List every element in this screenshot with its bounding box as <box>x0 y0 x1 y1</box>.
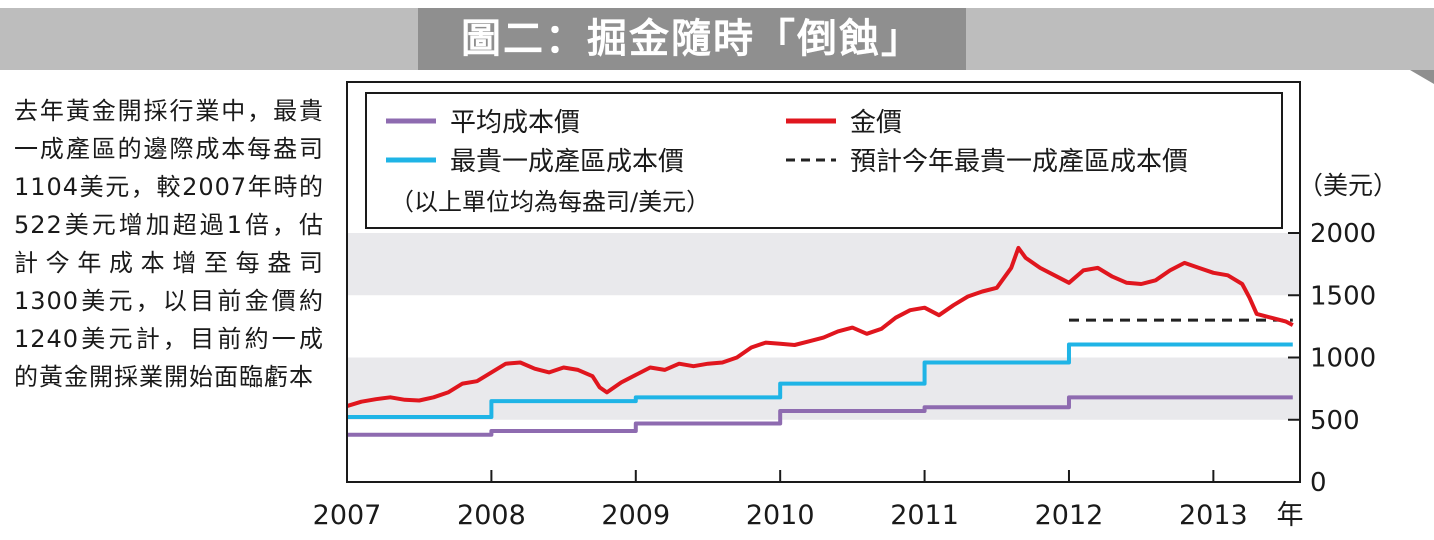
legend-label-top10: 最貴一成產區成本價 <box>450 147 684 177</box>
legend-note: （以上單位均為每盎司/美元） <box>390 188 710 216</box>
shaded-band-1 <box>347 233 1300 296</box>
x-axis: 2007 2008 2009 2010 2011 2012 2013 <box>313 470 1248 531</box>
plot-frame <box>346 81 1301 483</box>
legend-label-avg: 平均成本價 <box>450 108 580 138</box>
y-tick-label: 500 <box>1310 406 1360 436</box>
title-fold-corner <box>1410 70 1434 84</box>
x-tick-label: 2011 <box>890 500 959 531</box>
y-tick-label: 0 <box>1310 468 1327 498</box>
series-layer <box>346 245 1294 437</box>
x-tick-label: 2008 <box>457 500 526 531</box>
figure-title: 圖二：掘金隨時「倒蝕」 <box>461 16 923 62</box>
series-line-top10 <box>347 342 1293 420</box>
y-tick-label: 1000 <box>1310 344 1376 374</box>
y-axis: 0 500 1000 1500 2000 <box>1288 219 1376 498</box>
x-tick-label: 2013 <box>1179 500 1248 531</box>
legend: 平均成本價 金價 最貴一成產區成本價 預計今年最貴一成產區成本價 （以上單位均為… <box>365 92 1283 229</box>
x-unit-label: 年 <box>1277 500 1304 531</box>
y-tick-label: 2000 <box>1310 219 1376 249</box>
caption-text: 去年黃金開採行業中，最貴一成產區的邊際成本每盎司1104美元，較2007年時的5… <box>14 97 324 391</box>
x-tick-label: 2012 <box>1035 500 1104 531</box>
legend-label-forecast: 預計今年最貴一成產區成本價 <box>850 147 1188 177</box>
series-line-gold <box>346 245 1294 409</box>
x-tick-label: 2009 <box>601 500 670 531</box>
y-tick-label: 1500 <box>1310 281 1376 311</box>
shaded-bands <box>347 233 1300 420</box>
y-unit-label: （美元） <box>1298 171 1398 200</box>
x-tick-label: 2007 <box>313 500 382 531</box>
series-line-avg <box>347 395 1293 437</box>
x-tick-label: 2010 <box>746 500 815 531</box>
legend-label-gold: 金價 <box>850 108 902 138</box>
title-box <box>418 8 966 70</box>
